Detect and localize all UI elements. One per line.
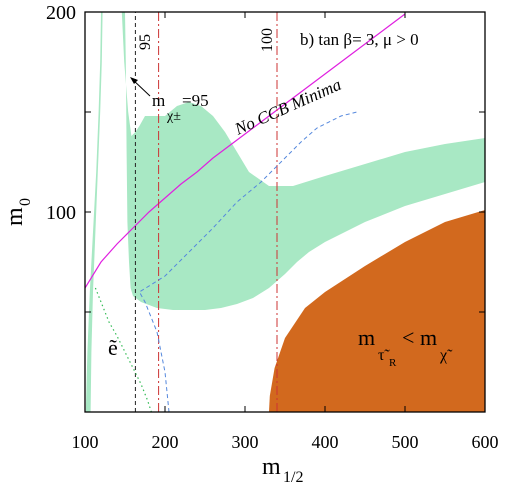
panel-label: b) tan β= 3, μ > 0 [300,30,419,49]
higgs-95-label: 95 [137,34,154,50]
x-ticks: 100 200 300 400 500 600 [72,12,499,452]
x-tick-label: 500 [392,432,419,452]
x-tick-label: 300 [232,432,259,452]
stau-label-m: m [358,325,375,350]
allowed-region-band [121,12,485,310]
chargino-label-main: m [152,91,165,110]
x-axis-label-main: m [262,454,281,480]
x-axis-label: m 1/2 [262,454,303,486]
stau-lsp-region [269,210,485,412]
regions-layer [85,12,485,412]
chargino-arrow-head [130,77,138,84]
y-axis-label-sub: 0 [17,198,34,206]
x-tick-label: 100 [72,432,99,452]
y-axis-label: m 0 [2,198,34,226]
x-tick-label: 200 [152,432,179,452]
higgs-100-label: 100 [259,28,276,52]
stau-region-label: m τ̃ R < m χ̃ [358,325,453,369]
x-tick-label: 600 [472,432,499,452]
stau-label-m2: m [420,325,437,350]
y-axis-label-main: m [2,207,28,226]
x-tick-label: 400 [312,432,339,452]
x-axis-label-sub: 1/2 [283,469,303,485]
chargino-label: m χ± =95 [130,77,209,124]
y-tick-label: 200 [46,2,76,24]
series-line-0 [85,13,406,289]
selectron-label: ẽ [108,335,118,360]
series-line-5 [94,287,152,412]
ccb-line-label: No CCB Minima [231,75,344,139]
chargino-label-rest: =95 [182,91,209,110]
stau-label-lt: < [402,325,414,350]
y-ticks: 100 200 [46,2,485,413]
lines-layer [85,12,406,412]
chargino-label-sub: χ± [166,109,181,124]
y-tick-label: 100 [46,202,76,224]
series-line-4 [138,111,358,412]
stau-label-r: R [389,357,397,369]
